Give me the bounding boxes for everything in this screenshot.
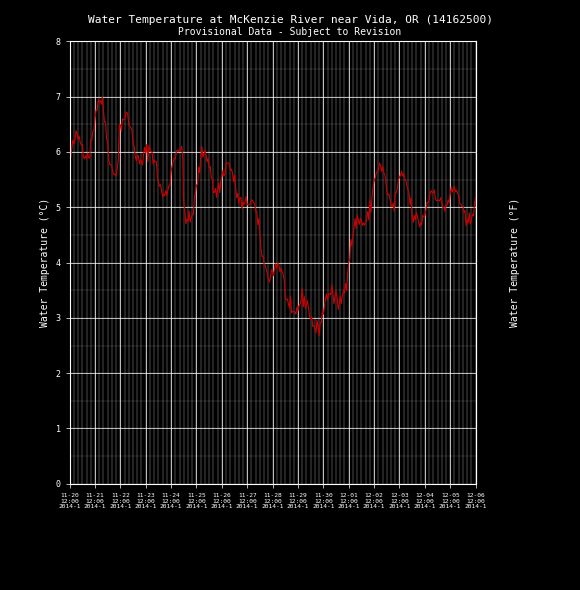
Text: Water Temperature at McKenzie River near Vida, OR (14162500): Water Temperature at McKenzie River near… (88, 15, 492, 25)
Y-axis label: Water Temperature (°F): Water Temperature (°F) (510, 198, 520, 327)
Y-axis label: Water Temperature (°C): Water Temperature (°C) (40, 198, 50, 327)
Text: Provisional Data - Subject to Revision: Provisional Data - Subject to Revision (179, 27, 401, 37)
